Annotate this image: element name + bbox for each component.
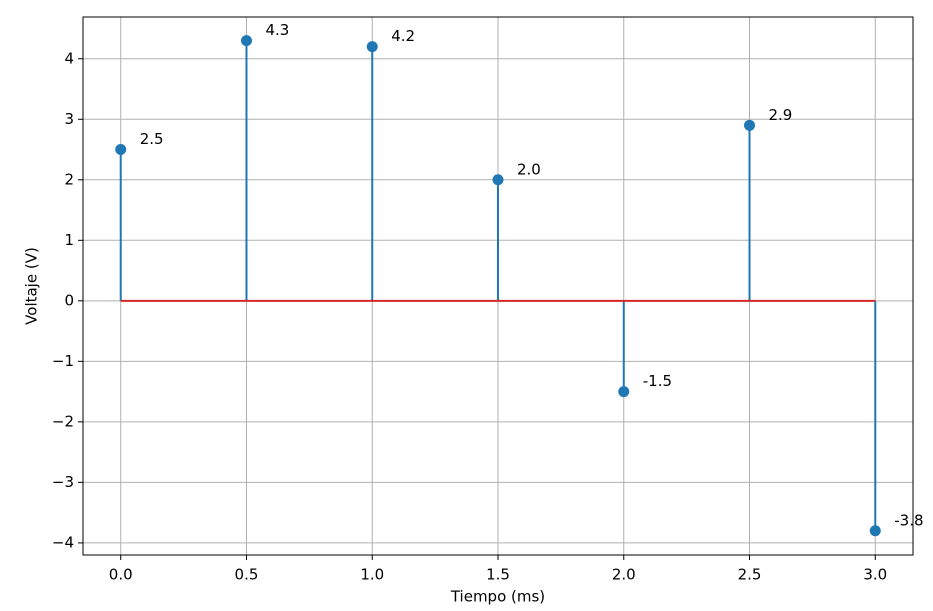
y-tick-label: −4 — [52, 533, 74, 551]
y-tick-label: 2 — [64, 170, 74, 188]
stem-marker — [492, 174, 504, 186]
value-label: 2.9 — [769, 106, 793, 124]
plot-frame — [82, 16, 914, 556]
y-tick-label: 4 — [64, 49, 74, 67]
x-tick-label: 1.5 — [486, 566, 510, 584]
stem-marker — [618, 386, 630, 398]
y-tick-label: 3 — [64, 110, 74, 128]
y-tick-label: −3 — [52, 473, 74, 491]
x-tick-label: 2.0 — [612, 566, 636, 584]
y-tick-label: 1 — [64, 231, 74, 249]
x-tick-label: 0.0 — [109, 566, 133, 584]
y-tick-label: −1 — [52, 352, 74, 370]
value-label: 2.0 — [517, 160, 541, 178]
stem-marker — [744, 119, 756, 131]
stem-marker — [366, 41, 378, 53]
value-label: 4.3 — [265, 21, 289, 39]
x-axis-label: Tiempo (ms) — [450, 588, 545, 606]
x-tick-label: 1.0 — [360, 566, 384, 584]
x-tick-label: 3.0 — [863, 566, 887, 584]
value-label: -1.5 — [643, 372, 672, 390]
value-label: 4.2 — [391, 27, 415, 45]
x-tick-label: 0.5 — [235, 566, 259, 584]
stem-marker — [869, 525, 881, 537]
y-axis-label: Voltaje (V) — [23, 247, 41, 325]
y-tick-label: −2 — [52, 412, 74, 430]
y-tick-label: 0 — [64, 291, 74, 309]
value-label: 2.5 — [140, 130, 164, 148]
stem-marker — [115, 144, 127, 156]
stem-marker — [240, 35, 252, 47]
x-tick-label: 2.5 — [738, 566, 762, 584]
value-label: -3.8 — [894, 511, 923, 529]
